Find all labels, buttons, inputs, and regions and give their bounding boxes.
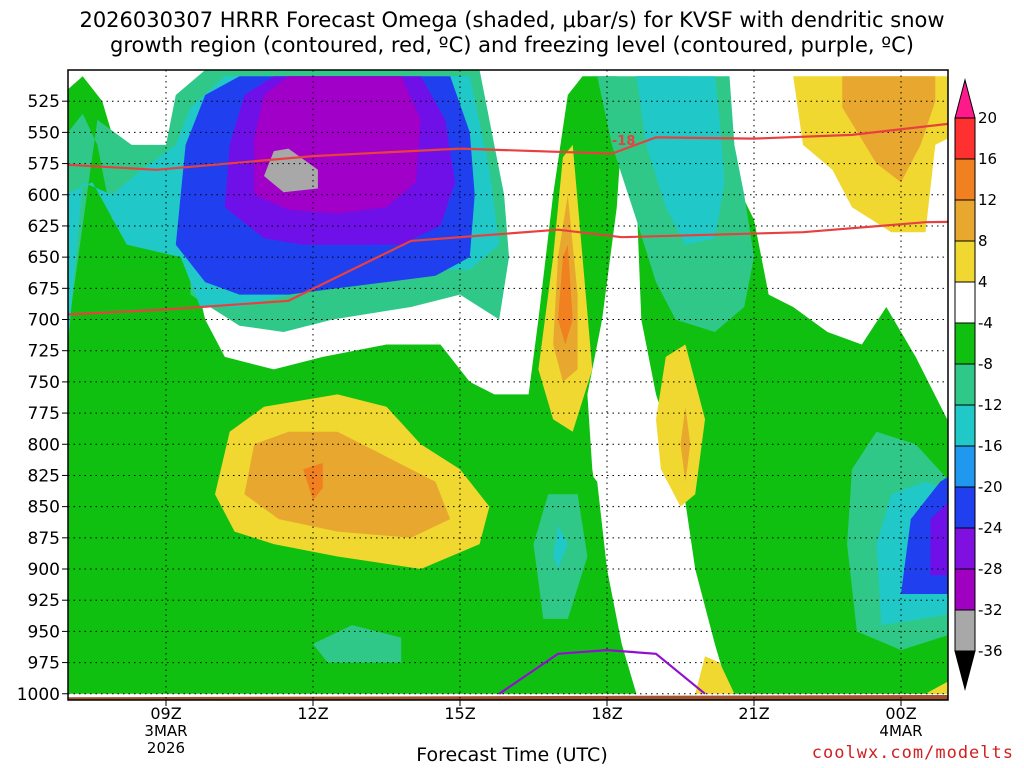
x-tick-label-00Z: 00Z: [885, 704, 916, 723]
colorbar-swatch-9: [954, 486, 976, 529]
colorbar-swatch-12: [954, 609, 976, 652]
x-tick-label-18Z: 18Z: [591, 704, 622, 723]
y-tick-label-550: 550: [28, 123, 60, 143]
x-tick-label-21Z: 21Z: [738, 704, 769, 723]
chart-title: 2026030307 HRRR Forecast Omega (shaded, …: [0, 8, 1024, 58]
omega-region-25: [656, 344, 705, 507]
y-tick-label-675: 675: [28, 279, 60, 299]
omega-region-20: [244, 431, 451, 538]
omega-region-16: [553, 525, 568, 569]
colorbar-swatch-8: [954, 445, 976, 488]
colorbar-label-5: -4: [978, 314, 993, 332]
y-tick-label-800: 800: [28, 435, 60, 455]
omega-region-9: [636, 76, 725, 245]
chart-title-line2: growth region (contoured, red, ºC) and f…: [110, 33, 914, 57]
colorbar-bottom-arrow: [954, 650, 976, 691]
y-tick-label-775: 775: [28, 404, 60, 424]
colorbar-label-11: -28: [978, 560, 1003, 578]
colorbar-swatch-2: [954, 199, 976, 242]
colorbar-swatch-4: [954, 281, 976, 324]
ground-band: [68, 695, 948, 700]
y-tick-label-525: 525: [28, 92, 60, 112]
omega-region-13: [930, 502, 948, 576]
y-tick-label-625: 625: [28, 217, 60, 237]
omega-shading: [68, 70, 948, 694]
omega-region-21: [303, 463, 323, 501]
y-tick-label-750: 750: [28, 373, 60, 393]
omega-region-0: [68, 76, 637, 694]
plot-frame: [67, 69, 949, 701]
x-tick-label-12Z: 12Z: [297, 704, 328, 723]
x-tick-sublabel-09Z: 3MAR: [144, 722, 187, 740]
freezing-level-contour: [498, 648, 706, 695]
colorbar-swatch-11: [954, 568, 976, 611]
colorbar-label-13: -36: [978, 642, 1003, 660]
colorbar-label-10: -24: [978, 519, 1003, 537]
colorbar: 20 16 12 8 4 -4 -8 -12 -16 -20 -24 -28 -32 -36: [954, 78, 1003, 691]
y-tick-label-575: 575: [28, 155, 60, 175]
colorbar-top-arrow: [954, 78, 976, 119]
colorbar-swatch-5: [954, 322, 976, 365]
y-tick-label-700: 700: [28, 311, 60, 331]
y-tick-label-950: 950: [28, 622, 60, 642]
x-axis-label: Forecast Time (UTC): [416, 744, 608, 766]
x-tick-label-15Z: 15Z: [444, 704, 475, 723]
colorbar-swatch-6: [954, 363, 976, 406]
y-tick-label-900: 900: [28, 560, 60, 580]
x-tick-label-09Z: 09Z: [150, 704, 181, 723]
omega-region-18: [313, 625, 402, 663]
y-tick-label-875: 875: [28, 529, 60, 549]
dgz-lower-contour: [68, 220, 948, 316]
credit-text: coolwx.com/modelts: [811, 743, 1014, 763]
colorbar-label-1: 16: [978, 150, 997, 168]
y-tick-label-825: 825: [28, 466, 60, 486]
omega-region-30: [695, 656, 735, 694]
contours: -18: [68, 122, 948, 695]
colorbar-label-7: -12: [978, 396, 1003, 414]
omega-region-6: [254, 76, 421, 214]
y-tick-label-975: 975: [28, 654, 60, 674]
colorbar-swatch-7: [954, 404, 976, 447]
x-tick-year-09Z: 2026: [147, 739, 185, 757]
y-tick-label-925: 925: [28, 591, 60, 611]
y-tick-label-725: 725: [28, 342, 60, 362]
x-tick-sublabel-00Z: 4MAR: [879, 722, 922, 740]
colorbar-swatch-0: [954, 117, 976, 160]
y-axis: 525 550 575 600 625 650 675 700 725 750 775 800 825 8…: [17, 92, 68, 705]
chart-title-line1: 2026030307 HRRR Forecast Omega (shaded, …: [79, 8, 945, 32]
y-tick-label-1000: 1000: [17, 685, 60, 705]
omega-region-28: [842, 76, 936, 183]
colorbar-swatch-10: [954, 527, 976, 570]
colorbar-label-4: 4: [978, 273, 988, 291]
gridlines: [68, 70, 948, 700]
colorbar-swatch-3: [954, 240, 976, 283]
colorbar-label-0: 20: [978, 109, 997, 127]
colorbar-label-8: -16: [978, 437, 1003, 455]
colorbar-label-12: -32: [978, 601, 1003, 619]
dgz-contour-label: -18: [612, 134, 636, 149]
colorbar-label-3: 8: [978, 232, 988, 250]
dgz-upper-contour: [68, 122, 948, 171]
y-tick-label-600: 600: [28, 186, 60, 206]
omega-region-29: [925, 681, 948, 694]
colorbar-label-9: -20: [978, 478, 1003, 496]
colorbar-label-6: -8: [978, 355, 993, 373]
y-tick-label-650: 650: [28, 248, 60, 268]
colorbar-label-2: 12: [978, 191, 997, 209]
ground-surface: [68, 695, 948, 700]
colorbar-swatch-1: [954, 158, 976, 201]
y-tick-label-850: 850: [28, 498, 60, 518]
